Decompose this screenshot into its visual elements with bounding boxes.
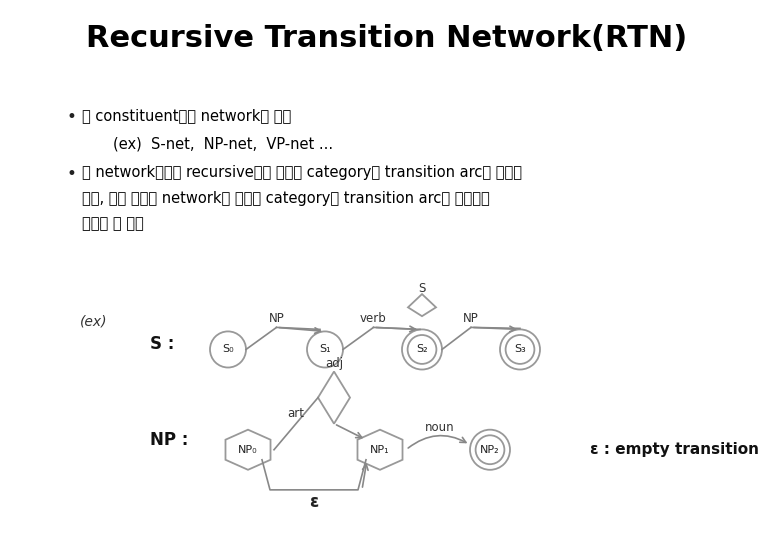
Text: S₀: S₀ xyxy=(222,345,234,354)
Text: NP: NP xyxy=(268,312,285,325)
Text: S₁: S₁ xyxy=(319,345,331,354)
Text: ε : empty transition: ε : empty transition xyxy=(590,442,759,457)
Text: •: • xyxy=(66,108,76,126)
Text: art: art xyxy=(288,407,304,420)
Text: NP :: NP : xyxy=(150,431,189,449)
Text: NP₂: NP₂ xyxy=(480,445,500,455)
Text: NP: NP xyxy=(463,312,479,325)
Text: Recursive Transition Network(RTN): Recursive Transition Network(RTN) xyxy=(86,24,687,53)
Text: adj: adj xyxy=(325,357,343,370)
Text: noun: noun xyxy=(425,421,455,434)
Text: NP₁: NP₁ xyxy=(370,445,390,455)
Text: (ex): (ex) xyxy=(80,314,108,328)
Text: S₃: S₃ xyxy=(514,345,526,354)
Text: 각 network에서는 recursive하게 자신의 category를 transition arc에 포함하: 각 network에서는 recursive하게 자신의 category를 t… xyxy=(82,165,522,180)
Text: S :: S : xyxy=(150,335,175,354)
Text: 각 constituent마다 network이 정의: 각 constituent마다 network이 정의 xyxy=(82,108,291,123)
Text: S: S xyxy=(418,281,426,295)
Text: verb: verb xyxy=(360,312,387,325)
Text: S₂: S₂ xyxy=(417,345,427,354)
Text: ε: ε xyxy=(310,493,318,511)
Text: •: • xyxy=(66,165,76,183)
Text: 거나, 두개 이상의 network이 서로의 category를 transition arc로 사용하여: 거나, 두개 이상의 network이 서로의 category를 transi… xyxy=(82,191,490,206)
Text: (ex)  S-net,  NP-net,  VP-net ...: (ex) S-net, NP-net, VP-net ... xyxy=(113,136,333,151)
Text: NP₀: NP₀ xyxy=(238,445,258,455)
Text: 정의할 수 있음: 정의할 수 있음 xyxy=(82,217,144,232)
